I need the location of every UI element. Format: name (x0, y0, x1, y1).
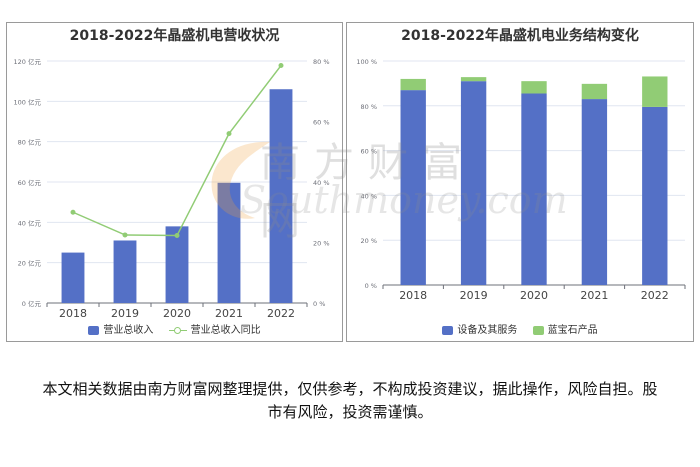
revenue-yoy-point (278, 63, 284, 69)
x-tick-label: 2019 (460, 289, 488, 302)
revenue-chart-legend: 营业总收入 营业总收入同比 (7, 321, 342, 336)
equipment-bar (400, 90, 426, 286)
y-tick-label: 120 亿元 (14, 57, 42, 66)
revenue-chart-svg: 0 亿元 20 亿元 40 亿元 60 亿元 80 亿元 100 亿元 120 亿元 0 % 2… (14, 57, 330, 320)
legend-item-revenue-yoy[interactable]: 营业总收入同比 (168, 321, 261, 336)
y-tick-label: 0 % (365, 282, 377, 290)
revenue-bar (61, 252, 85, 303)
y2-tick-label: 40 % (313, 179, 330, 187)
y-tick-label: 60 % (360, 148, 377, 156)
legend-label-equipment: 设备及其服务 (457, 325, 518, 336)
structure-chart-legend: 设备及其服务 蓝宝石产品 (347, 321, 693, 336)
revenue-bar (269, 89, 293, 303)
structure-chart-panel: 2018-2022年晶盛机电业务结构变化 0 % 20 % 40 % 60 % 80 %… (346, 22, 694, 342)
y2-tick-label: 80 % (313, 58, 330, 66)
equipment-bar (460, 81, 487, 285)
y-tick-label: 40 % (360, 192, 377, 200)
y-tick-label: 60 亿元 (18, 178, 42, 187)
equipment-bar (521, 93, 547, 285)
sapphire-bar (460, 77, 487, 82)
y2-tick-label: 20 % (313, 240, 330, 248)
x-tick-label: 2022 (267, 307, 295, 320)
x-tick-label: 2020 (520, 289, 548, 302)
x-tick-label: 2018 (399, 289, 427, 302)
x-tick-label: 2020 (163, 307, 191, 320)
y-tick-label: 80 亿元 (18, 138, 42, 147)
x-tick-label: 2019 (111, 307, 139, 320)
x-tick-label: 2018 (59, 307, 87, 320)
x-tick-label: 2021 (580, 289, 608, 302)
x-tick-label: 2021 (215, 307, 243, 320)
y-tick-label: 40 亿元 (18, 218, 42, 227)
structure-chart-svg: 0 % 20 % 40 % 60 % 80 % 100 % 2018 2019 2020 2021… (356, 58, 686, 302)
revenue-bar (165, 226, 189, 303)
y-tick-label: 20 % (360, 237, 377, 245)
revenue-chart-panel: 2018-2022年晶盛机电营收状况 0 亿元 20 亿元 40 亿元 60 亿元 80… (6, 22, 343, 342)
sapphire-bar (581, 83, 608, 100)
legend-bar-swatch (88, 325, 100, 335)
revenue-bar (217, 182, 241, 303)
y2-tick-label: 0 % (313, 300, 325, 308)
revenue-yoy-point (226, 131, 232, 137)
y-tick-label: 100 亿元 (14, 97, 42, 106)
revenue-yoy-line (72, 65, 282, 237)
y-tick-label: 20 亿元 (18, 259, 42, 268)
y-tick-label: 80 % (360, 103, 377, 111)
sapphire-bar (400, 78, 426, 91)
legend-item-equipment[interactable]: 设备及其服务 (442, 321, 517, 336)
equipment-bar (642, 106, 668, 285)
y-tick-label: 100 % (356, 58, 377, 66)
legend-line-swatch (168, 326, 187, 335)
revenue-chart-title: 2018-2022年晶盛机电营收状况 (69, 28, 280, 44)
structure-chart-title: 2018-2022年晶盛机电业务结构变化 (401, 28, 639, 44)
equipment-bar (581, 99, 608, 285)
legend-equipment-swatch (442, 325, 454, 335)
revenue-yoy-point (174, 233, 180, 239)
disclaimer-text: 本文相关数据由南方财富网整理提供，仅供参考，不构成投资建议，据此操作，风险自担。… (42, 380, 658, 421)
revenue-yoy-point (122, 232, 128, 238)
y-tick-label: 0 亿元 (22, 299, 42, 308)
legend-item-sapphire[interactable]: 蓝宝石产品 (532, 321, 598, 336)
revenue-yoy-point (70, 209, 76, 215)
revenue-bar (113, 240, 137, 303)
legend-label-revenue: 营业总收入 (103, 325, 154, 336)
legend-label-revenue-yoy: 营业总收入同比 (190, 325, 261, 336)
y2-tick-label: 60 % (313, 119, 330, 127)
sapphire-bar (521, 81, 547, 94)
legend-item-revenue[interactable]: 营业总收入 (88, 321, 153, 336)
legend-sapphire-swatch (532, 325, 544, 335)
legend-label-sapphire: 蓝宝石产品 (547, 325, 598, 336)
sapphire-bar (642, 76, 668, 107)
x-tick-label: 2022 (641, 289, 669, 302)
